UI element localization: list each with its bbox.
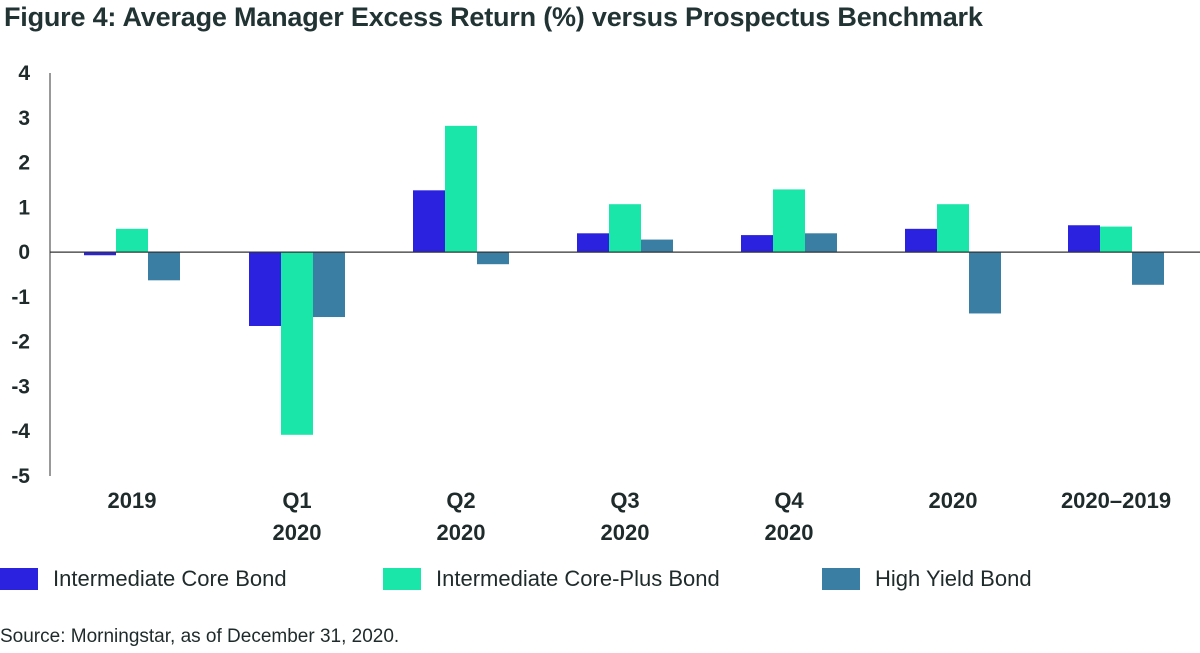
legend-label-intermediate-core-bond: Intermediate Core Bond	[53, 566, 287, 591]
bar-high-yield-bond-2	[477, 252, 509, 265]
x-tick-label: 2020	[437, 520, 486, 545]
bar-intermediate-core-plus-bond-3	[609, 204, 641, 253]
y-tick-label: 3	[18, 107, 30, 130]
x-tick-label: 2020–2019	[1061, 488, 1171, 513]
bar-high-yield-bond-1	[313, 252, 345, 318]
chart-title: Figure 4: Average Manager Excess Return …	[4, 2, 983, 32]
bar-high-yield-bond-5	[969, 252, 1001, 314]
y-tick-label: -2	[11, 331, 30, 354]
y-tick-label: 0	[18, 241, 30, 264]
x-tick-label: 2020	[929, 488, 978, 513]
legend-item-intermediate-core-plus-bond: Intermediate Core-Plus Bond	[383, 566, 720, 592]
bar-intermediate-core-plus-bond-5	[937, 204, 969, 253]
bar-high-yield-bond-6	[1132, 252, 1164, 285]
y-tick-label: -4	[11, 420, 30, 443]
legend-swatch-intermediate-core-bond	[0, 568, 38, 590]
x-tick-label: 2019	[108, 488, 157, 513]
bar-intermediate-core-plus-bond-1	[281, 252, 313, 435]
y-tick-label: -1	[11, 286, 30, 309]
y-tick-label: 4	[18, 62, 30, 85]
bar-intermediate-core-bond-5	[905, 228, 937, 253]
bar-intermediate-core-bond-6	[1068, 225, 1100, 253]
bar-high-yield-bond-3	[641, 239, 673, 253]
x-tick-label: Q3	[610, 488, 639, 513]
bar-intermediate-core-plus-bond-0	[116, 228, 148, 253]
bar-high-yield-bond-4	[805, 233, 837, 253]
x-tick-label: 2020	[273, 520, 322, 545]
x-tick-label: Q4	[774, 488, 804, 513]
bar-chart: 4 3 2 1 0 -1 -2 -3 -4 -5 2019 Q1 2020 Q2 2020 Q3 2020 Q4 2…	[11, 62, 1200, 545]
legend-swatch-high-yield-bond	[822, 568, 860, 590]
bar-intermediate-core-bond-2	[413, 190, 445, 253]
legend-item-intermediate-core-bond: Intermediate Core Bond	[0, 566, 287, 592]
bar-intermediate-core-bond-3	[577, 233, 609, 253]
bar-intermediate-core-plus-bond-6	[1100, 226, 1132, 253]
legend-item-high-yield-bond: High Yield Bond	[822, 566, 1032, 592]
source-note: Source: Morningstar, as of December 31, …	[0, 626, 400, 647]
bar-intermediate-core-bond-1	[249, 252, 281, 326]
bar-intermediate-core-bond-4	[741, 235, 773, 253]
bar-high-yield-bond-0	[148, 252, 180, 281]
legend-label-high-yield-bond: High Yield Bond	[875, 566, 1032, 591]
y-tick-label: 1	[18, 196, 30, 219]
legend: Intermediate Core Bond Intermediate Core…	[0, 566, 1200, 596]
y-tick-label: 2	[18, 152, 30, 175]
bar-intermediate-core-bond-0	[84, 252, 116, 256]
x-tick-label: 2020	[601, 520, 650, 545]
bar-intermediate-core-plus-bond-4	[773, 189, 805, 253]
y-tick-label: -5	[11, 465, 30, 488]
x-tick-label: Q2	[446, 488, 475, 513]
bar-intermediate-core-plus-bond-2	[445, 125, 477, 253]
legend-label-intermediate-core-plus-bond: Intermediate Core-Plus Bond	[436, 566, 720, 591]
x-tick-label: Q1	[282, 488, 311, 513]
y-tick-label: -3	[11, 375, 30, 398]
legend-swatch-intermediate-core-plus-bond	[383, 568, 421, 590]
x-tick-label: 2020	[765, 520, 814, 545]
